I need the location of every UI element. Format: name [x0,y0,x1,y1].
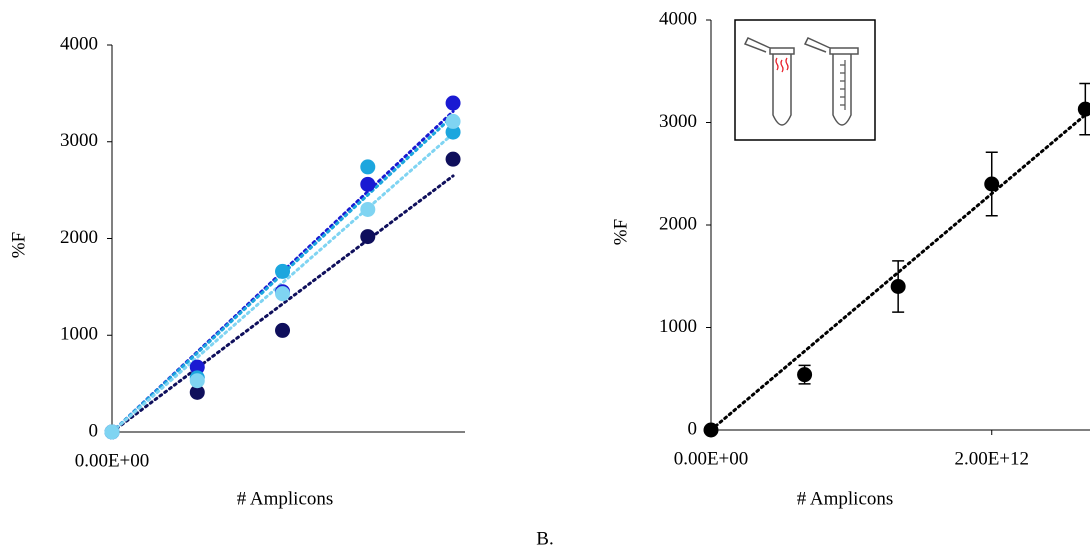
point [189,373,205,389]
figure-label: B. [536,528,553,549]
x-tick-label: 0.00E+00 [674,448,749,469]
point [275,286,291,302]
point [189,384,205,400]
point [445,95,461,111]
point [703,422,719,438]
point [445,151,461,167]
point [360,201,376,217]
point [360,176,376,192]
y-tick-label: 2000 [659,213,697,234]
point [890,279,906,294]
point [797,367,813,383]
y-tick-label: 1000 [60,324,98,345]
point [1077,101,1090,117]
x-tick-label: 0.00E+00 [75,450,150,471]
x-tick-label: 2.00E+12 [954,448,1029,469]
y-tick-label: 1000 [659,316,697,337]
point [445,113,461,129]
point [189,359,205,375]
point [360,229,376,245]
y-tick-label: 4000 [60,33,98,54]
trendline [110,114,455,434]
x-axis-label: # Amplicons [237,488,334,509]
point [445,124,461,140]
point [275,322,291,338]
trendline [110,132,455,434]
inset-icon [734,19,876,141]
y-tick-label: 0 [89,420,99,441]
y-axis-label: %F [8,232,29,258]
y-tick-label: 4000 [659,8,697,29]
y-tick-label: 0 [688,418,698,439]
x-axis-label: # Amplicons [797,488,894,509]
point [104,424,120,440]
point [360,159,376,175]
point [984,176,1000,192]
y-tick-label: 2000 [60,227,98,248]
y-tick-label: 3000 [60,130,98,151]
y-axis-label: %F [610,219,631,245]
y-tick-label: 3000 [659,111,697,132]
trendline [110,174,455,434]
point [275,263,291,279]
